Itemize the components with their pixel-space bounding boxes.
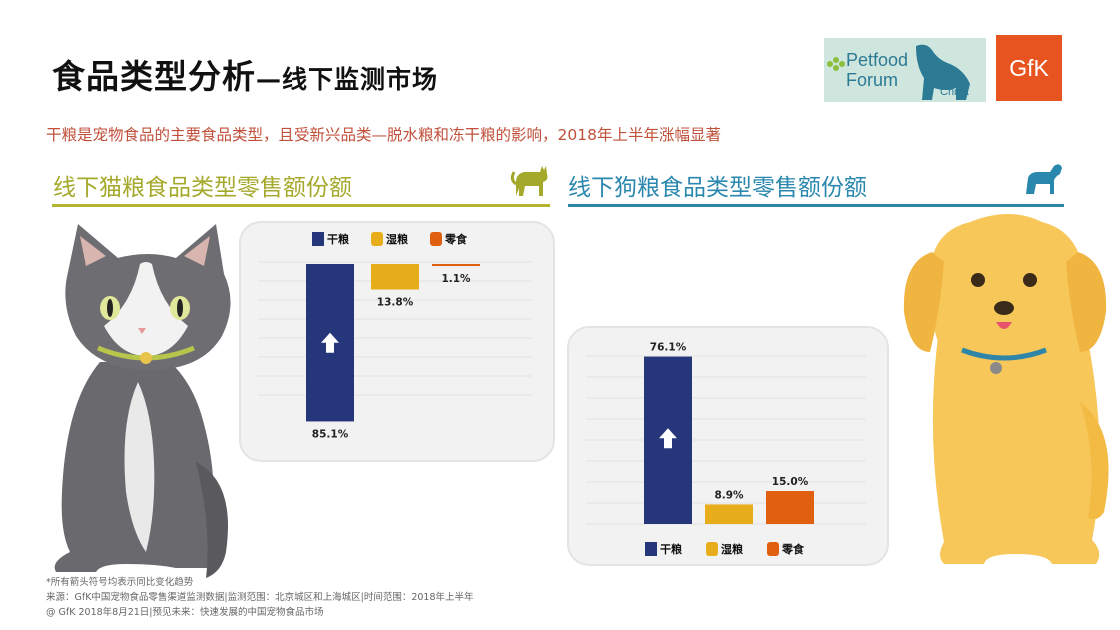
petfood-logo-line2: Forum — [846, 70, 899, 90]
footnote-arrow-note: *所有箭头符号均表示同比变化趋势 — [46, 577, 194, 588]
cat-section-title: 线下猫粮食品类型零售额份额 — [53, 175, 352, 201]
cat-bar-chart: 85.1% 13.8% 1.1% — [258, 261, 532, 440]
legend-swatch-dry — [312, 232, 324, 246]
legend-swatch-wet — [371, 232, 383, 246]
trend-up-arrow-icon — [321, 332, 339, 353]
legend-swatch-snack — [430, 232, 442, 246]
legend-label-snack: 零食 — [782, 543, 804, 556]
gfk-logo: GfK — [996, 35, 1062, 101]
cat-chart-legend: 干粮 湿粮 零食 — [312, 231, 467, 247]
cat-chart-panel — [239, 221, 555, 462]
dog-bar-chart: 76.1% 8.9% 15.0% — [586, 342, 866, 525]
dog-chart-panel — [567, 326, 889, 566]
cat-section-divider — [52, 204, 550, 207]
bar-wet — [371, 264, 419, 290]
legend-label-dry: 干粮 — [660, 543, 682, 556]
page-title-main: 食品类型分析 — [52, 57, 256, 96]
legend-label-wet: 湿粮 — [721, 543, 743, 556]
data-label-dry: 76.1% — [650, 342, 687, 354]
footnote-source: 来源：GfK中国宠物食品零售渠道监测数据|监测范围：北京城区和上海城区|时间范围… — [46, 592, 474, 603]
dog-section-divider — [568, 204, 1064, 207]
trend-up-arrow-icon — [659, 428, 677, 449]
legend-swatch-dry — [645, 542, 657, 556]
petfood-logo-line3: China — [940, 86, 969, 98]
footnote-copyright: @ GfK 2018年8月21日|预见未来：快速发展的中国宠物食品市场 — [46, 607, 324, 618]
legend-label-dry: 干粮 — [327, 233, 349, 246]
dog-chart-legend: 干粮 湿粮 零食 — [645, 541, 804, 557]
data-label-dry: 85.1% — [312, 428, 349, 440]
data-label-wet: 13.8% — [377, 297, 414, 309]
bar-wet — [705, 504, 753, 524]
page-title-sub: —线下监测市场 — [256, 65, 439, 94]
legend-swatch-wet — [706, 542, 718, 556]
legend-label-wet: 湿粮 — [386, 233, 408, 246]
petfood-dog-silhouette-icon — [827, 44, 970, 100]
data-label-snack: 1.1% — [441, 273, 471, 285]
cat-illustration — [54, 224, 231, 578]
legend-swatch-snack — [767, 542, 779, 556]
page-title: 食品类型分析—线下监测市场 — [52, 50, 438, 98]
bar-snack — [766, 491, 814, 524]
data-label-snack: 15.0% — [772, 476, 809, 488]
cat-silhouette-icon — [510, 166, 548, 196]
data-label-wet: 8.9% — [714, 489, 744, 501]
legend-label-snack: 零食 — [445, 233, 467, 246]
page-subtitle: 干粮是宠物食品的主要食品类型，且受新兴品类—脱水粮和冻干粮的影响，2018年上半… — [46, 126, 721, 144]
petfood-forum-logo: Petfood Forum China — [824, 38, 986, 102]
dog-silhouette-icon — [1026, 164, 1062, 194]
bar-snack — [432, 264, 480, 267]
dog-section-title: 线下狗粮食品类型零售额份额 — [568, 175, 867, 201]
dog-illustration — [903, 214, 1109, 564]
petfood-logo-line1: Petfood — [846, 50, 909, 70]
